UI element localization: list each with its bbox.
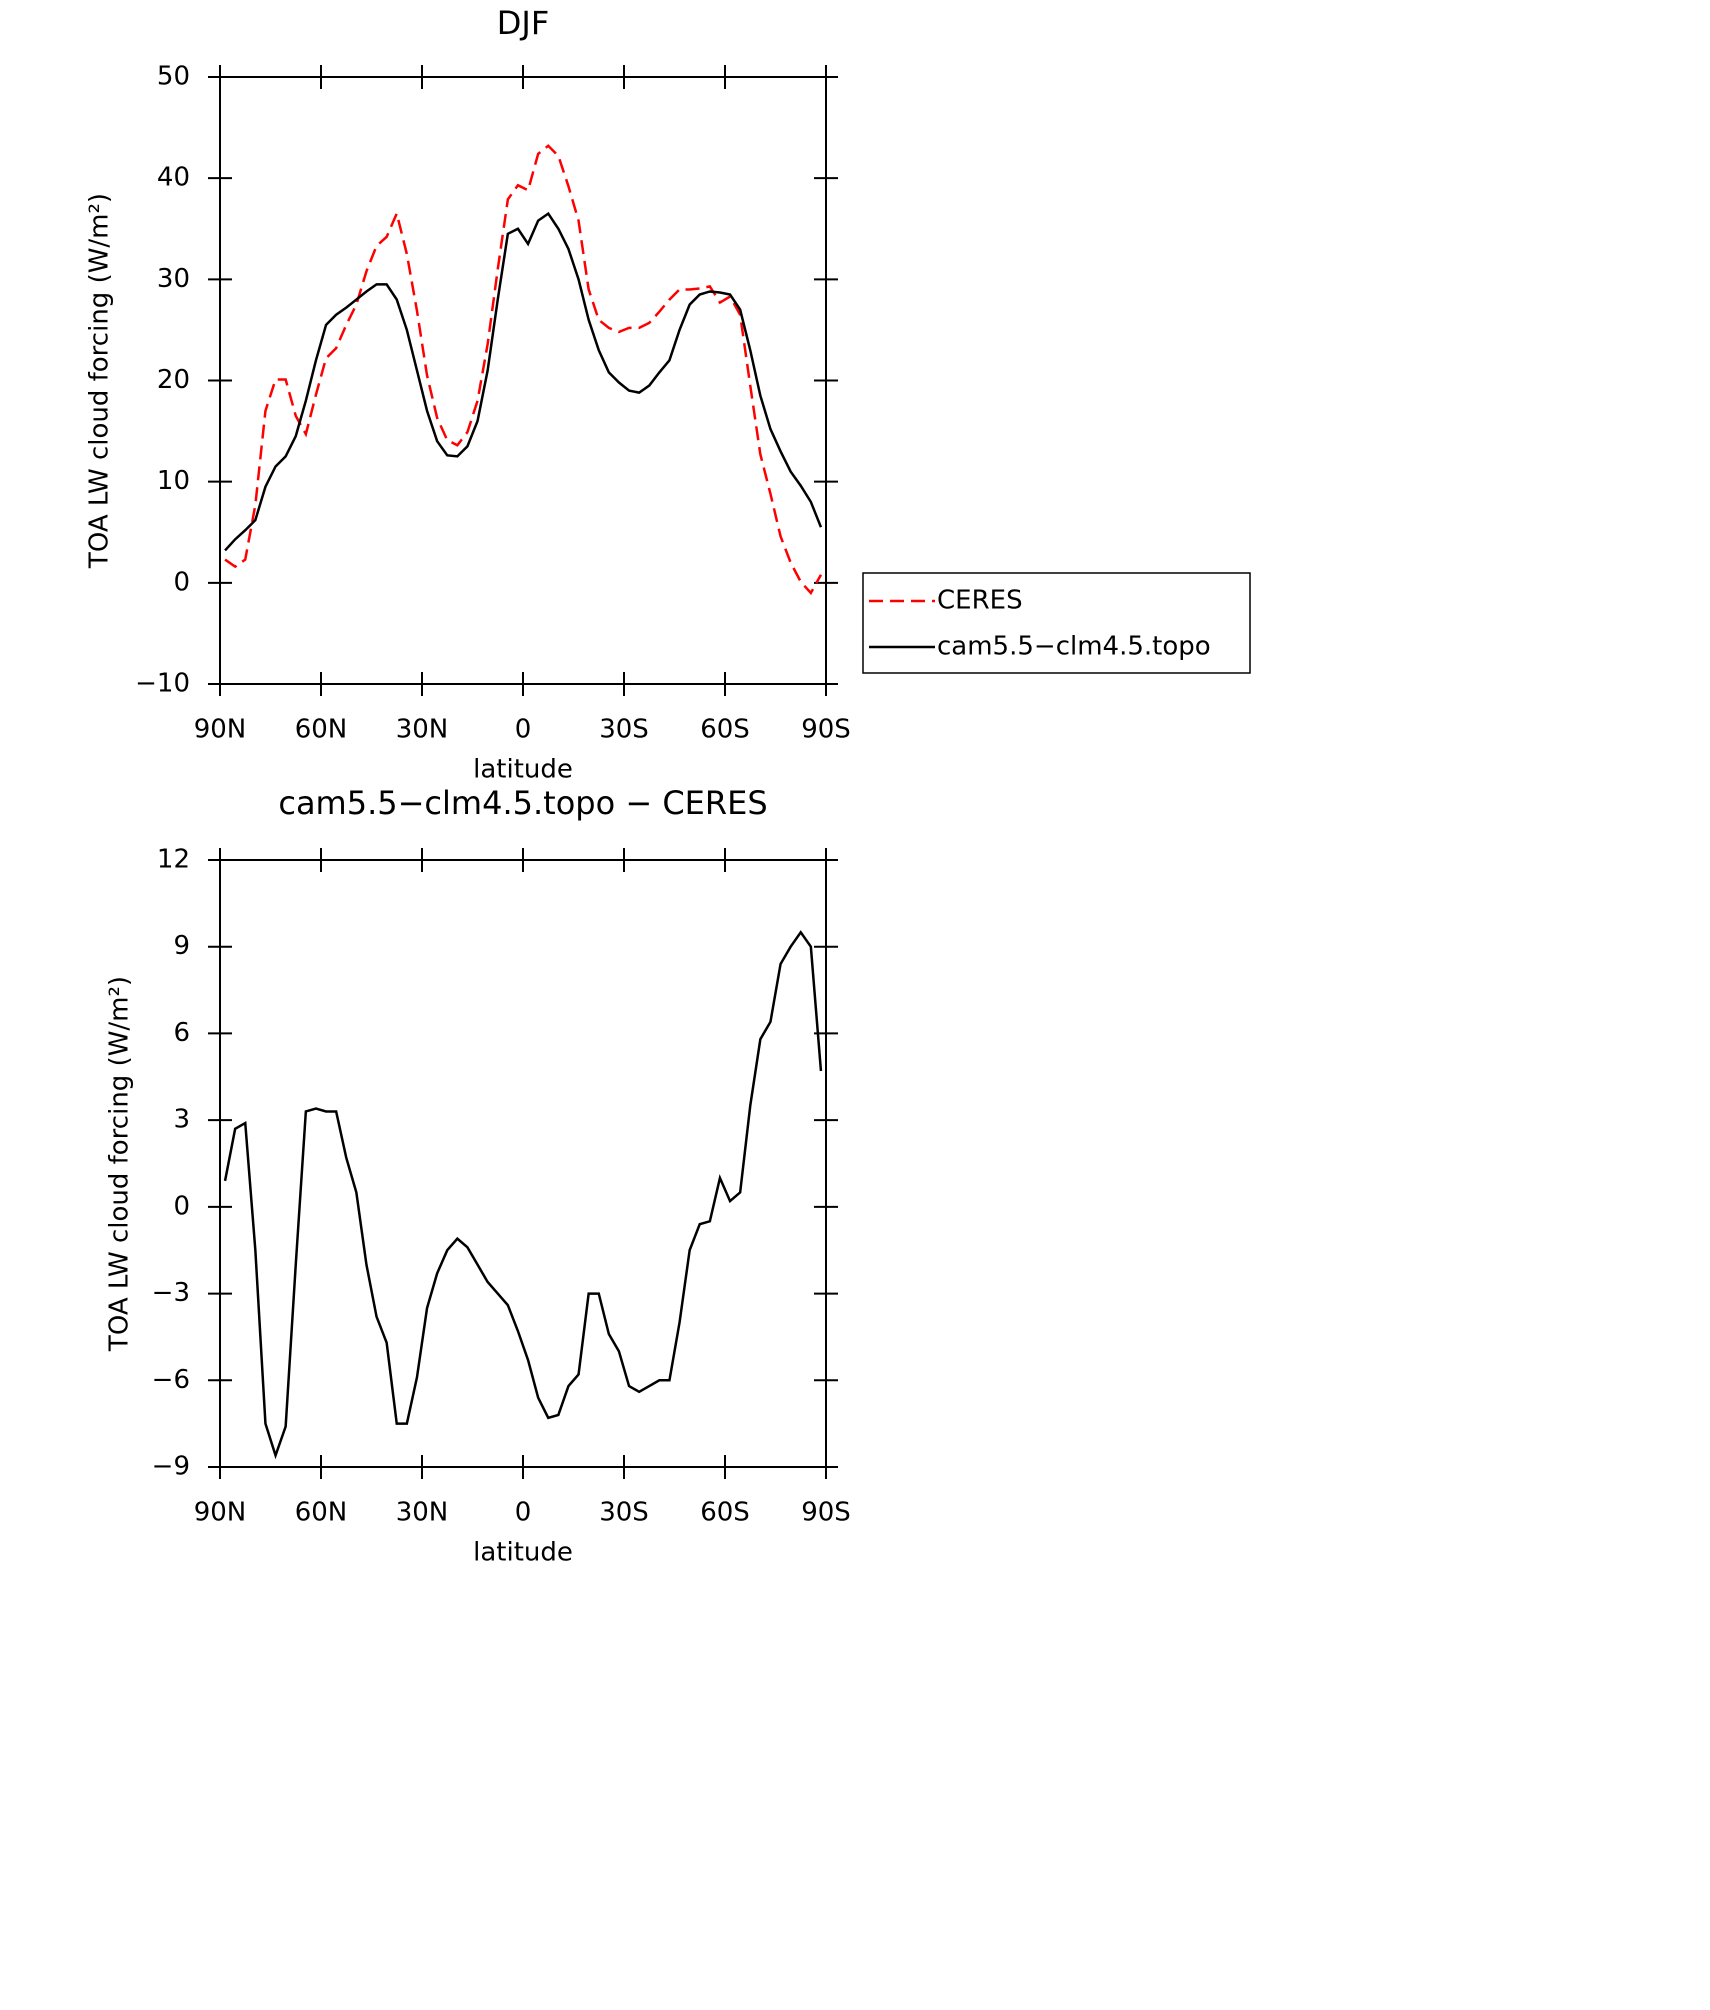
legend-box (862, 572, 1251, 674)
x-tick-label: 30S (599, 715, 649, 745)
y-axis-label: TOA LW cloud forcing (W/m²) (85, 193, 115, 569)
y-tick-label: 10 (157, 466, 190, 496)
y-axis-label: TOA LW cloud forcing (W/m²) (105, 976, 135, 1352)
y-tick-label: −3 (152, 1278, 190, 1308)
y-tick-label: 9 (173, 931, 190, 961)
x-tick-label: 90S (801, 1498, 851, 1528)
chart-title: cam5.5−clm4.5.topo − CERES (278, 784, 767, 822)
y-tick-label: 12 (157, 845, 190, 875)
x-tick-label: 60S (700, 1498, 750, 1528)
y-tick-label: 30 (157, 264, 190, 294)
chart-title: DJF (497, 4, 549, 42)
y-tick-label: −6 (152, 1365, 190, 1395)
x-tick-label: 30S (599, 1498, 649, 1528)
y-tick-label: 20 (157, 365, 190, 395)
y-tick-label: 6 (173, 1018, 190, 1048)
series-line (223, 930, 823, 1460)
y-tick-label: −10 (135, 669, 190, 699)
legend-label: CERES (937, 586, 1023, 616)
x-tick-label: 90N (194, 1498, 247, 1528)
x-tick-label: 30N (396, 1498, 449, 1528)
x-tick-label: 0 (515, 1498, 532, 1528)
x-tick-label: 30N (396, 715, 449, 745)
x-axis-label: latitude (473, 755, 573, 785)
series-line (224, 144, 823, 596)
y-tick-label: 40 (157, 163, 190, 193)
x-tick-label: 60N (295, 1498, 348, 1528)
series-line (224, 211, 823, 552)
y-tick-label: 0 (173, 1191, 190, 1221)
legend-label: cam5.5−clm4.5.topo (937, 632, 1211, 662)
y-tick-label: 3 (173, 1105, 190, 1135)
x-tick-label: 0 (515, 715, 532, 745)
y-tick-label: 0 (173, 567, 190, 597)
x-tick-label: 90S (801, 715, 851, 745)
x-tick-label: 60N (295, 715, 348, 745)
x-tick-label: 90N (194, 715, 247, 745)
y-tick-label: −9 (152, 1452, 190, 1482)
x-axis-label: latitude (473, 1538, 573, 1568)
y-tick-label: 50 (157, 62, 190, 92)
plot-frame (219, 859, 827, 1468)
x-tick-label: 60S (700, 715, 750, 745)
